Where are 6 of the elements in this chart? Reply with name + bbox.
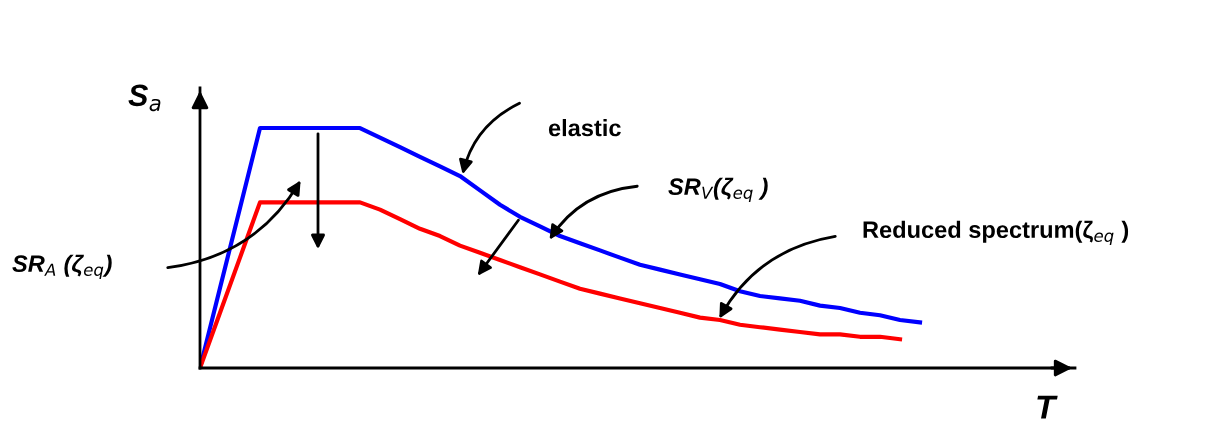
text: SR$_{A}$ (ζ$_{eq}$) [12, 254, 112, 280]
annotation: elastic [548, 119, 621, 137]
annotation: SR$_{V}$(ζ$_{eq}$ ) [668, 177, 768, 203]
y-axis-title: S$_{a}$ [128, 84, 161, 112]
annotation: Reduced spectrum(ζ$_{eq}$ ) [863, 220, 1129, 246]
x-axis-title: T [1037, 395, 1058, 419]
